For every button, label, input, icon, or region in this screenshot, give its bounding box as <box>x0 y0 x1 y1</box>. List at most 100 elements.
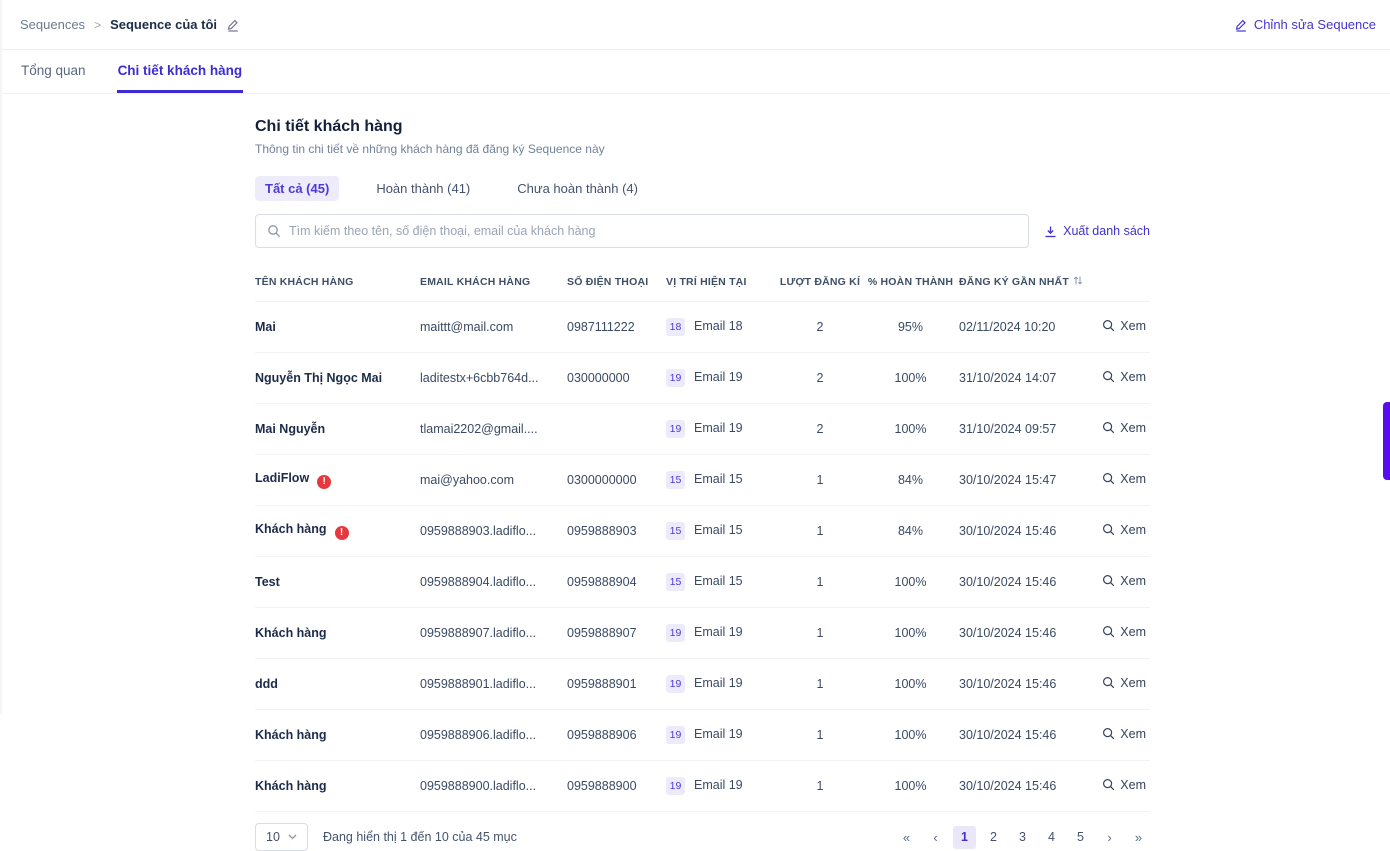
export-list-button[interactable]: Xuất danh sách <box>1044 224 1150 238</box>
last-registered-cell: 30/10/2024 15:46 <box>959 505 1090 557</box>
registrations-cell: 2 <box>778 403 866 455</box>
pager: « ‹ 1 2 3 4 5 › » <box>895 825 1150 849</box>
magnifier-icon <box>1102 523 1115 536</box>
page-subtitle: Thông tin chi tiết về những khách hàng đ… <box>255 142 605 156</box>
step-label: Email 18 <box>694 319 743 333</box>
phone-cell: 030000000 <box>567 352 666 404</box>
table-row: Test 0959888904.ladiflo... 0959888904 15… <box>255 556 1150 608</box>
view-label: Xem <box>1120 471 1146 486</box>
chevron-down-icon <box>288 834 297 840</box>
page-number-button[interactable]: 5 <box>1077 830 1084 844</box>
view-button[interactable]: Xem <box>1102 421 1146 435</box>
view-label: Xem <box>1120 522 1146 537</box>
breadcrumb-sequences-link[interactable]: Sequences <box>20 17 86 32</box>
action-cell: Xem <box>1090 403 1150 455</box>
rename-pencil-icon[interactable] <box>226 18 240 32</box>
registrations-cell: 1 <box>778 556 866 608</box>
completion-cell: 84% <box>866 454 959 506</box>
view-button[interactable]: Xem <box>1102 778 1146 792</box>
last-page-button[interactable]: » <box>1134 829 1143 845</box>
col-phone: SỐ ĐIỆN THOẠI <box>567 276 649 288</box>
step-number-badge: 19 <box>666 675 685 693</box>
registrations-cell: 2 <box>778 301 866 353</box>
customer-email-cell: 0959888900.ladiflo... <box>420 760 567 812</box>
page-number-button[interactable]: 3 <box>1019 830 1026 844</box>
table-row: Mai maittt@mail.com 0987111222 18 Email 1… <box>255 301 1150 353</box>
magnifier-icon <box>1102 625 1115 638</box>
phone-cell: 0959888906 <box>567 709 666 761</box>
position-cell: 19 Email 19 <box>666 352 778 404</box>
search-row: Xuất danh sách <box>255 214 1150 248</box>
page-number-list: 1 2 3 4 5 <box>953 825 1092 849</box>
page-size-select[interactable]: 10 <box>255 823 308 851</box>
col-last-registered[interactable]: ĐĂNG KÝ GẦN NHẤT <box>959 263 1090 302</box>
view-button[interactable]: Xem <box>1102 625 1146 639</box>
completion-cell: 84% <box>866 505 959 557</box>
magnifier-icon <box>1102 370 1115 383</box>
customer-table-body: Mai maittt@mail.com 0987111222 18 Email 1… <box>255 301 1150 812</box>
view-button[interactable]: Xem <box>1102 319 1146 333</box>
position-cell: 15 Email 15 <box>666 454 778 506</box>
page-left-edge <box>0 0 2 714</box>
magnifier-icon <box>1102 727 1115 740</box>
edit-sequence-label: Chỉnh sửa Sequence <box>1253 17 1376 32</box>
table-row: Khách hàng 0959888900.ladiflo... 0959888… <box>255 760 1150 812</box>
download-icon <box>1044 225 1057 238</box>
col-registrations: LƯỢT ĐĂNG KÍ <box>779 276 861 288</box>
registrations-cell: 1 <box>778 607 866 659</box>
completion-cell: 100% <box>866 352 959 404</box>
customer-email-cell: mai@yahoo.com <box>420 454 567 506</box>
search-input[interactable] <box>289 224 1018 238</box>
page-number-button[interactable]: 2 <box>990 830 997 844</box>
view-label: Xem <box>1120 675 1146 690</box>
sort-icon[interactable] <box>1073 276 1083 289</box>
customer-email-cell: maittt@mail.com <box>420 301 567 353</box>
registrations-cell: 1 <box>778 505 866 557</box>
table-row: Mai Nguyễn tlamai2202@gmail.... 19 Email … <box>255 403 1150 455</box>
view-button[interactable]: Xem <box>1102 574 1146 588</box>
view-button[interactable]: Xem <box>1102 523 1146 537</box>
position-cell: 18 Email 18 <box>666 301 778 353</box>
position-cell: 19 Email 19 <box>666 607 778 659</box>
top-bar: Sequences > Sequence của tôi Chỉnh sửa S… <box>0 0 1390 50</box>
view-button[interactable]: Xem <box>1102 370 1146 384</box>
completion-cell: 100% <box>866 607 959 659</box>
filter-pill[interactable]: Hoàn thành (41) <box>376 181 471 196</box>
customer-name-cell: Mai Nguyễn <box>255 403 420 455</box>
magnifier-icon <box>1102 676 1115 689</box>
page-number-button[interactable]: 4 <box>1048 830 1055 844</box>
magnifier-icon <box>1102 472 1115 485</box>
last-registered-cell: 30/10/2024 15:46 <box>959 607 1090 659</box>
magnifier-icon <box>1102 319 1115 332</box>
phone-cell: 0300000000 <box>567 454 666 506</box>
next-page-button[interactable]: › <box>1107 829 1112 845</box>
view-label: Xem <box>1120 624 1146 639</box>
customer-name-cell: Nguyễn Thị Ngọc Mai <box>255 352 420 404</box>
step-label: Email 15 <box>694 523 743 537</box>
action-cell: Xem <box>1090 760 1150 812</box>
completion-cell: 95% <box>866 301 959 353</box>
view-button[interactable]: Xem <box>1102 727 1146 741</box>
breadcrumb: Sequences > Sequence của tôi <box>20 17 240 32</box>
phone-cell <box>567 403 666 455</box>
filter-pill[interactable]: Chưa hoàn thành (4) <box>517 181 638 196</box>
table-row: Khách hàng 0959888906.ladiflo... 0959888… <box>255 709 1150 761</box>
first-page-button[interactable]: « <box>902 829 911 845</box>
position-cell: 19 Email 19 <box>666 760 778 812</box>
filter-pill[interactable]: Tất cả (45) <box>255 176 340 201</box>
prev-page-button[interactable]: ‹ <box>933 829 938 845</box>
customer-email-cell: tlamai2202@gmail.... <box>420 403 567 455</box>
page-number-button[interactable]: 1 <box>953 825 976 849</box>
step-label: Email 15 <box>694 574 743 588</box>
tab-customer-details[interactable]: Chi tiết khách hàng <box>116 50 244 93</box>
search-box[interactable] <box>255 214 1030 248</box>
tab-overview[interactable]: Tổng quan <box>21 63 86 78</box>
side-widget-tab[interactable] <box>1383 402 1390 480</box>
last-registered-cell: 02/11/2024 10:20 <box>959 301 1090 353</box>
view-button[interactable]: Xem <box>1102 472 1146 486</box>
customer-name-cell: Mai <box>255 301 420 353</box>
filter-row: Tất cả (45) Hoàn thành (41) Chưa hoàn th… <box>255 176 1150 201</box>
view-button[interactable]: Xem <box>1102 676 1146 690</box>
edit-sequence-button[interactable]: Chỉnh sửa Sequence <box>1234 17 1376 32</box>
customer-email-cell: 0959888904.ladiflo... <box>420 556 567 608</box>
